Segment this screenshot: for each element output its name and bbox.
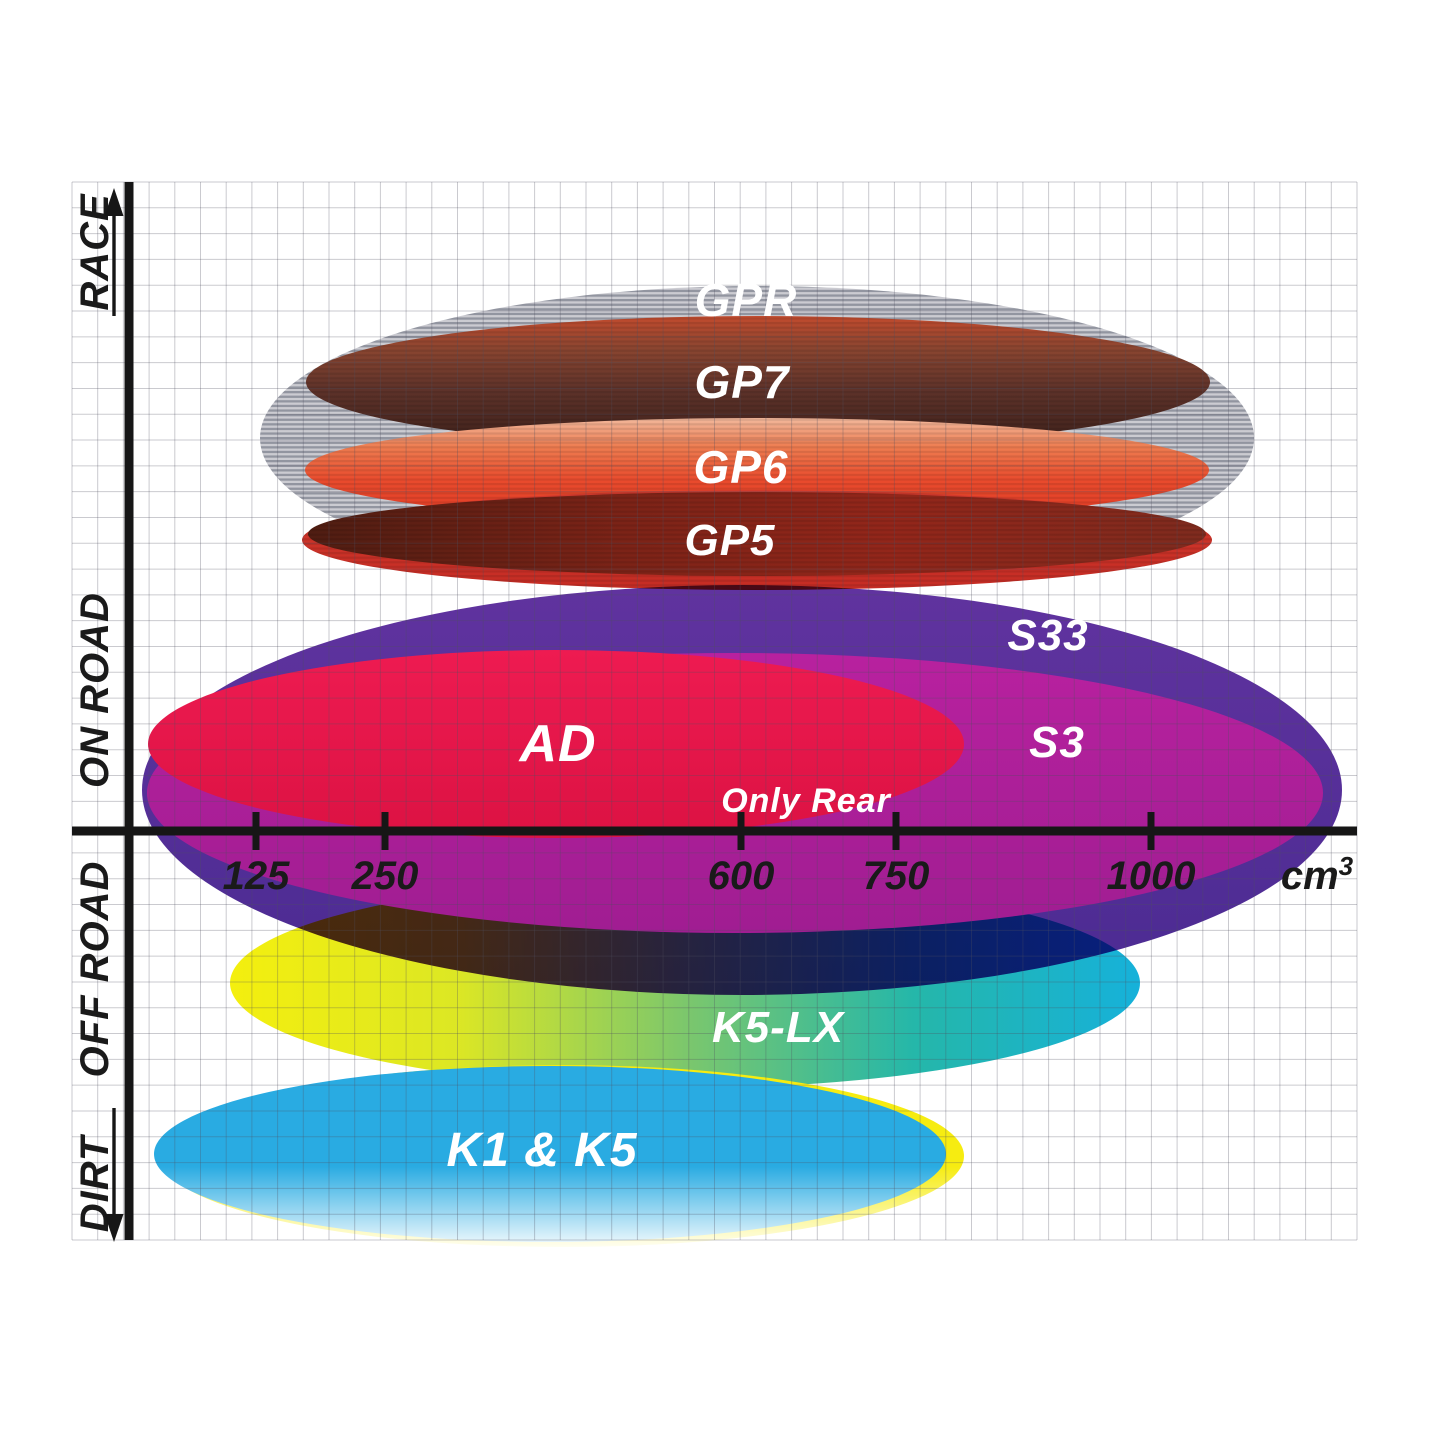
region-k1k5 [154,1066,946,1242]
y-axis-arrows [104,188,124,1242]
compound-sublabel-ad: Only Rear [721,782,891,820]
dirt-arrow-shaft [112,1108,116,1216]
compound-label-s3: S3 [1029,718,1085,767]
x-tick-label-125: 125 [223,854,290,898]
y-axis-line [124,182,134,1240]
x-tick-600 [737,812,745,850]
x-tick-label-1000: 1000 [1107,854,1196,898]
grid [71,181,1358,1241]
x-tick-label-750: 750 [863,854,930,898]
region-ad [148,650,964,838]
region-gp7-texture [306,316,1210,448]
x-axis-tick-labels: 125 250 600 750 1000 [223,854,1196,898]
compound-label-k1k5: K1 & K5 [446,1124,637,1177]
race-arrow-shaft [112,214,116,316]
compound-regions [142,286,1342,1247]
x-tick-250 [381,812,389,850]
x-tick-750 [892,812,900,850]
region-gp5-texture [308,492,1206,576]
x-axis-ticks [252,812,1155,850]
y-category-label-off-road: OFF ROAD [73,861,117,1078]
compound-label-gp5: GP5 [684,516,775,565]
compound-labels: GPR GP7 GP6 GP5 K5-LX K1 & K5 S33 S3 AD Only Rear [446,274,1088,1177]
x-tick-1000 [1147,812,1155,850]
y-category-label-on-road: ON ROAD [73,592,117,788]
race-up-arrow-icon [104,188,124,216]
compound-label-s33: S33 [1007,611,1088,660]
compound-label-k5lx: K5-LX [712,1003,846,1052]
x-axis-line [72,826,1357,836]
x-tick-label-250: 250 [351,854,419,898]
dirt-down-arrow-icon [104,1214,124,1242]
compound-label-gp6: GP6 [693,441,788,493]
compound-label-gp7: GP7 [694,356,790,408]
compound-label-ad: AD [517,715,596,773]
x-tick-125 [252,812,260,850]
x-tick-label-600: 600 [708,854,775,898]
compound-label-gpr: GPR [695,274,798,326]
region-gp6-texture [305,418,1209,522]
region-group-k1k5 [154,1065,964,1247]
